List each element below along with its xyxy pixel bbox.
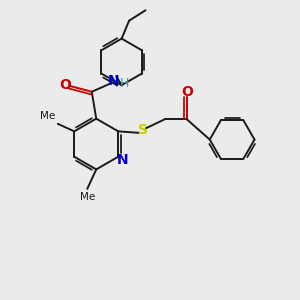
Text: O: O bbox=[59, 78, 71, 92]
Text: N: N bbox=[117, 153, 128, 167]
Text: N: N bbox=[108, 74, 120, 88]
Text: Me: Me bbox=[80, 192, 95, 202]
Text: S: S bbox=[138, 123, 148, 137]
Text: O: O bbox=[181, 85, 193, 99]
Text: Me: Me bbox=[40, 112, 56, 122]
Text: H: H bbox=[120, 77, 129, 90]
